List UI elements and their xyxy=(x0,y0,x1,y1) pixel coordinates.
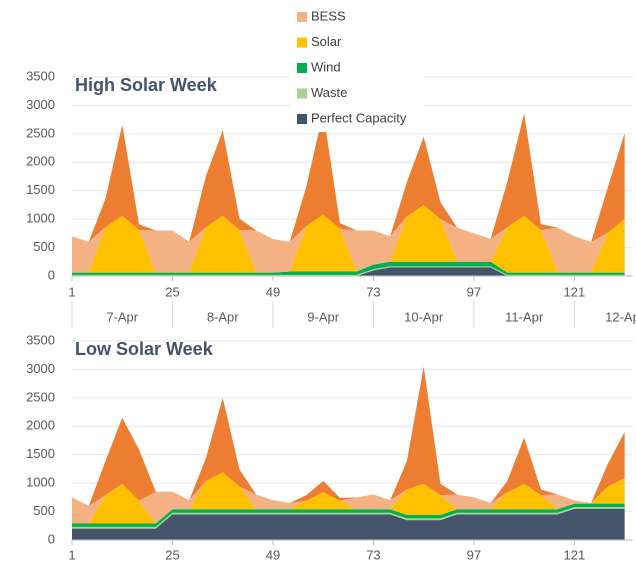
x-tick-label: 73 xyxy=(366,547,380,562)
legend-swatch xyxy=(297,12,307,22)
y-tick-label: 1000 xyxy=(26,475,55,490)
area xyxy=(72,508,625,540)
y-tick-label: 3500 xyxy=(26,332,55,347)
area xyxy=(72,204,625,273)
legend-swatch xyxy=(297,37,307,48)
legend-label: Waste xyxy=(311,85,347,100)
x-group-label: 10-Apr xyxy=(404,309,444,324)
legend-swatch xyxy=(297,63,307,73)
x-tick-label: 49 xyxy=(266,284,280,299)
x-tick-label: 1 xyxy=(68,284,75,299)
x-group-label: 12-Apr xyxy=(605,309,636,324)
x-group-label: 8-Apr xyxy=(207,309,239,324)
y-tick-label: 3000 xyxy=(26,97,55,112)
y-tick-label: 2500 xyxy=(26,125,55,140)
x-group-label: 7-Apr xyxy=(106,309,138,324)
area xyxy=(72,112,625,242)
area xyxy=(72,503,625,527)
legend-box xyxy=(290,4,424,132)
area xyxy=(72,507,625,529)
y-tick-label: 1000 xyxy=(26,211,55,226)
x-tick-label: 73 xyxy=(366,284,380,299)
x-group-label: 9-Apr xyxy=(307,309,339,324)
legend-label: Perfect Capacity xyxy=(311,110,407,125)
y-tick-label: 0 xyxy=(48,531,55,546)
x-tick-label: 121 xyxy=(564,284,586,299)
x-tick-label: 97 xyxy=(467,547,481,562)
area xyxy=(72,472,625,524)
y-tick-label: 500 xyxy=(33,239,55,254)
area xyxy=(72,204,625,273)
legend: BESS Solar Wind Waste Perfect Capacity xyxy=(290,4,424,132)
legend-label: Solar xyxy=(311,34,342,49)
legend-swatch xyxy=(297,114,307,124)
y-tick-label: 2000 xyxy=(26,418,55,433)
legend-label: Wind xyxy=(311,59,341,74)
chart-title: High Solar Week xyxy=(75,75,218,95)
x-tick-label: 25 xyxy=(165,284,179,299)
area xyxy=(72,266,625,276)
area xyxy=(72,267,625,276)
x-tick-label: 97 xyxy=(467,284,481,299)
y-tick-label: 2500 xyxy=(26,389,55,404)
x-tick-label: 121 xyxy=(564,547,586,562)
area xyxy=(72,472,625,524)
x-group-label: 11-Apr xyxy=(505,309,544,324)
y-tick-label: 1500 xyxy=(26,446,55,461)
legend-swatch xyxy=(297,88,307,99)
legend-label: BESS xyxy=(311,8,346,23)
area xyxy=(72,261,625,275)
y-tick-label: 500 xyxy=(33,503,55,518)
y-tick-label: 3000 xyxy=(26,361,55,376)
x-tick-label: 1 xyxy=(68,547,75,562)
chart-title: Low Solar Week xyxy=(75,339,214,359)
x-tick-label: 25 xyxy=(165,547,179,562)
y-tick-label: 3500 xyxy=(26,68,55,83)
y-tick-label: 2000 xyxy=(26,154,55,169)
x-tick-label: 49 xyxy=(266,547,280,562)
y-tick-label: 1500 xyxy=(26,182,55,197)
y-tick-label: 0 xyxy=(48,267,55,282)
area xyxy=(72,366,625,506)
